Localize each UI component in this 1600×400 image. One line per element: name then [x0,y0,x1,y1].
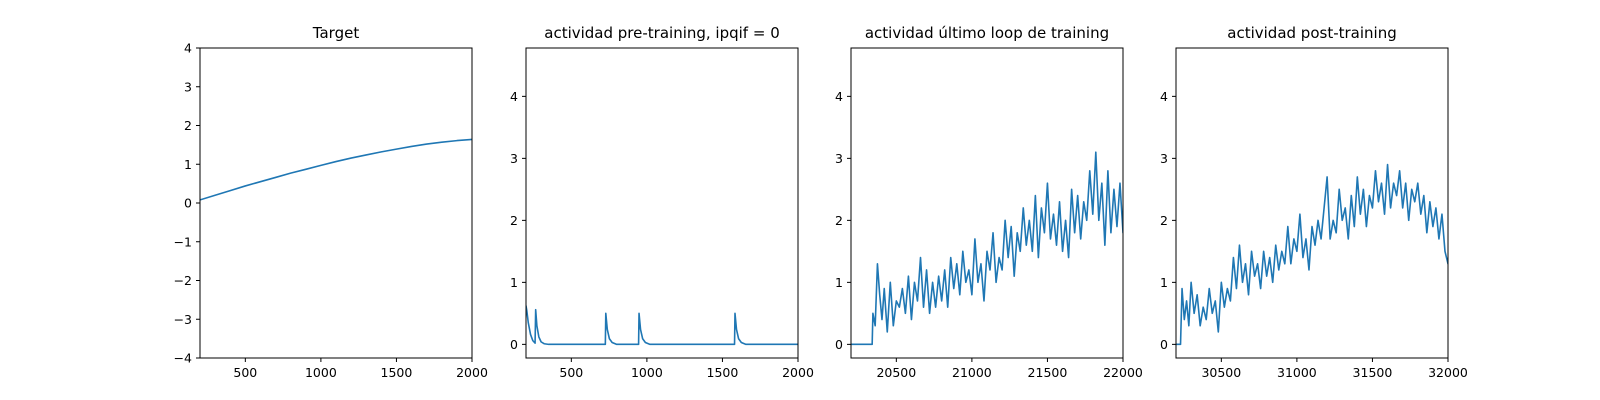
y-tick-label: −1 [174,234,192,249]
y-tick-label: 0 [835,337,843,352]
x-tick-label: 1500 [381,365,413,380]
y-tick-label: 0 [184,196,192,211]
y-tick-label: 4 [510,89,518,104]
y-tick-label: −4 [174,351,192,366]
y-tick-label: 1 [184,157,192,172]
chart-title: actividad último loop de training [865,24,1109,42]
x-tick-label: 1500 [707,365,739,380]
y-tick-label: 3 [1160,151,1168,166]
y-tick-label: 3 [510,151,518,166]
x-tick-label: 31000 [1277,365,1317,380]
series-line [200,138,472,201]
plot-frame [1175,47,1449,359]
plot-frame [525,47,799,359]
y-tick-label: −2 [174,273,192,288]
x-tick-label: 500 [559,365,583,380]
y-tick-label: 2 [510,213,518,228]
x-tick-label: 31500 [1353,365,1393,380]
y-tick-label: 1 [835,275,843,290]
y-tick-label: 2 [835,213,843,228]
x-tick-label: 20500 [876,365,916,380]
y-tick-label: 2 [184,118,192,133]
y-tick-label: 1 [1160,275,1168,290]
pre-training-panel: actividad pre-training, ipqif = 0 500 1000… [510,24,814,380]
y-tick-label: 3 [835,151,843,166]
x-tick-label: 21500 [1028,365,1068,380]
y-tick-label: 2 [1160,213,1168,228]
y-tick-label: 0 [1160,337,1168,352]
x-tick-label: 1000 [305,365,337,380]
y-tick-label: 4 [184,41,192,56]
plot-frame [199,47,473,359]
target-panel: Target 500 1000 1500 2000 −4 −3 −2 −1 0 1 2 3 4 [174,24,488,380]
x-tick-label: 500 [233,365,257,380]
chart-title: actividad post-training [1227,24,1396,42]
y-tick-label: 4 [835,89,843,104]
y-tick-label: 4 [1160,89,1168,104]
y-tick-label: 1 [510,275,518,290]
x-tick-label: 2000 [456,365,488,380]
series-line [1176,163,1448,346]
series-line [851,151,1123,346]
x-tick-label: 2000 [782,365,814,380]
chart-title: Target [312,24,360,42]
chart-title: actividad pre-training, ipqif = 0 [544,24,780,42]
y-tick-label: 3 [184,79,192,94]
x-tick-label: 22000 [1103,365,1143,380]
y-tick-label: 0 [510,337,518,352]
x-tick-label: 30500 [1201,365,1241,380]
x-tick-label: 1000 [631,365,663,380]
y-tick-label: −3 [174,312,192,327]
x-tick-label: 32000 [1428,365,1468,380]
series-line [526,305,798,346]
x-tick-label: 21000 [952,365,992,380]
plot-frame [850,47,1124,359]
